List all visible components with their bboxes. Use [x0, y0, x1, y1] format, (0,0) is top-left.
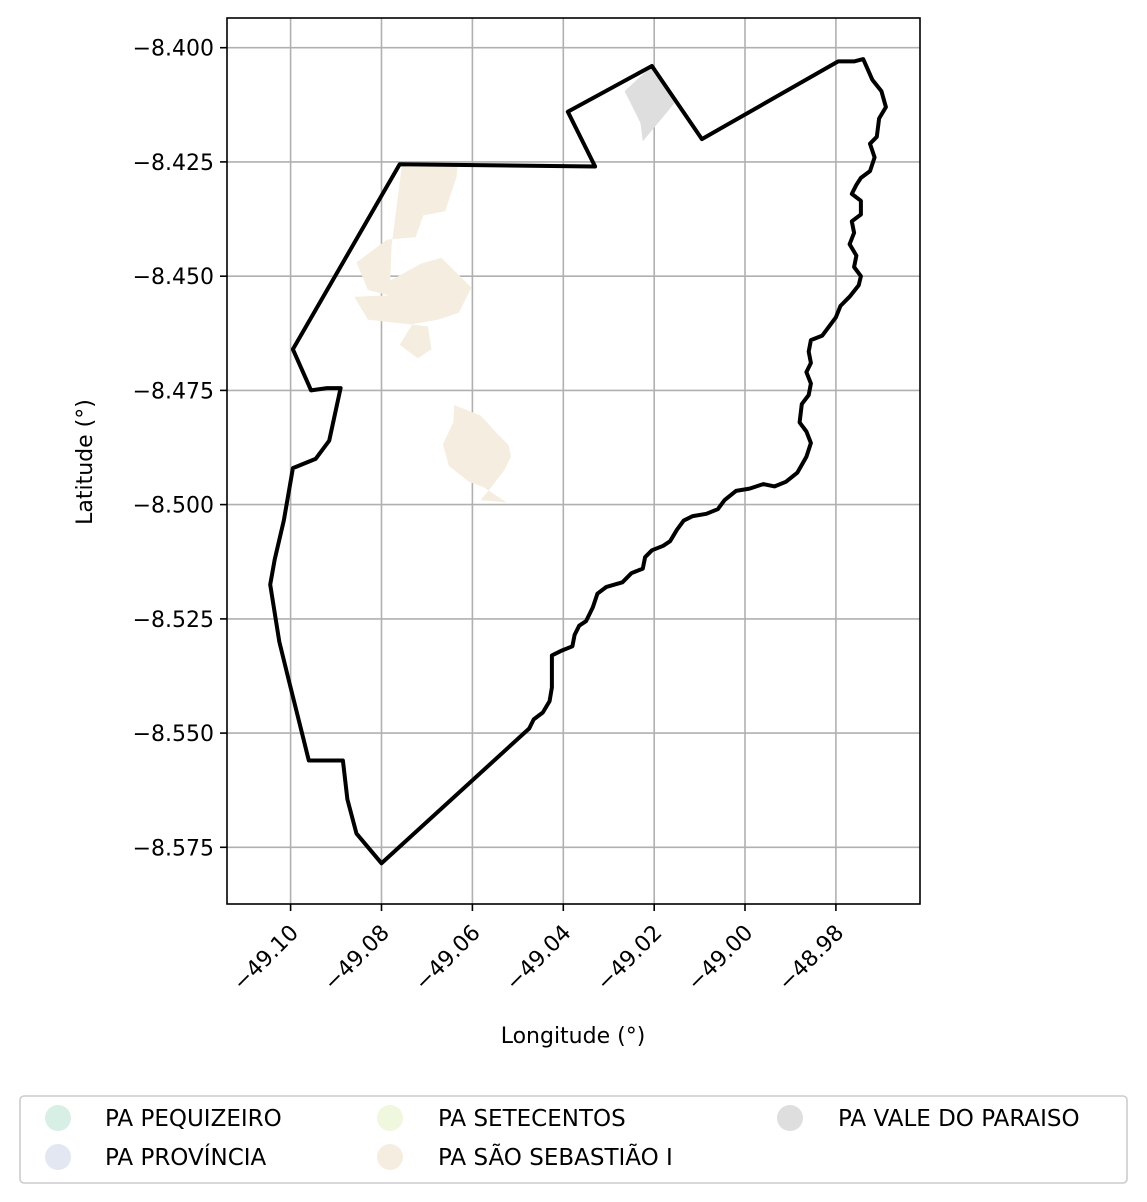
region-pa-s-o-sebasti-o-i: [442, 405, 511, 503]
x-tick-label: −49.10: [229, 921, 304, 996]
legend-entry-vale-do-paraiso: PA VALE DO PARAISO: [777, 1105, 1080, 1132]
legend-label-vale-do-paraiso: PA VALE DO PARAISO: [838, 1106, 1080, 1132]
plot-background: [227, 18, 920, 904]
region-fills: [354, 66, 677, 503]
legend-label-pequizeiro: PA PEQUIZEIRO: [105, 1106, 282, 1132]
y-tick-label: −8.400: [133, 37, 214, 62]
x-tick-label: −48.98: [774, 921, 849, 996]
x-tick-label: −49.06: [410, 921, 485, 996]
y-tick-label: −8.475: [133, 379, 214, 404]
legend-label-provincia: PA PROVÍNCIA: [105, 1143, 267, 1171]
y-tick-label: −8.525: [133, 608, 214, 633]
map-plot-area: −49.10 −49.08 −49.06 −49.04 −49.02 −49.00 −48.…: [133, 17, 921, 996]
legend-entry-setecentos: PA SETECENTOS: [377, 1105, 626, 1132]
y-tick-label: −8.450: [133, 265, 214, 290]
grid-lines: [227, 18, 920, 904]
y-tick-label: −8.550: [133, 722, 214, 747]
legend-entry-pequizeiro: PA PEQUIZEIRO: [45, 1105, 282, 1132]
legend-label-setecentos: PA SETECENTOS: [438, 1106, 626, 1132]
x-tick-label: −49.08: [319, 921, 394, 996]
y-tick-label: −8.500: [133, 494, 214, 519]
region-pa-s-o-sebasti-o-i: [354, 257, 472, 359]
legend-entry-sao-sebastiao: PA SÃO SEBASTIÃO I: [377, 1143, 673, 1171]
legend-marker-sao-sebastiao: [377, 1144, 403, 1170]
legend-marker-pequizeiro: [45, 1105, 71, 1131]
region-pa-s-o-sebasti-o-i: [356, 164, 458, 296]
legend-label-sao-sebastiao: PA SÃO SEBASTIÃO I: [438, 1143, 673, 1171]
legend-marker-setecentos: [377, 1105, 403, 1131]
municipality-boundary: [268, 57, 888, 866]
legend: PA PEQUIZEIRO PA PROVÍNCIA PA SETECENTOS…: [19, 1095, 1128, 1184]
y-tick-label: −8.425: [133, 151, 214, 176]
legend-frame: [19, 1095, 1128, 1184]
x-tick-label: −49.00: [683, 921, 758, 996]
legend-marker-provincia: [45, 1144, 71, 1170]
plot-frame: [226, 17, 921, 905]
legend-marker-vale-do-paraiso: [777, 1105, 803, 1131]
y-axis-title: Latitude (°): [73, 399, 98, 525]
y-tick-label: −8.575: [133, 836, 214, 861]
x-tick-label: −49.02: [592, 921, 667, 996]
x-tick-label: −49.04: [501, 921, 576, 996]
legend-entry-provincia: PA PROVÍNCIA: [45, 1143, 267, 1171]
x-axis-title: Longitude (°): [501, 1024, 646, 1049]
